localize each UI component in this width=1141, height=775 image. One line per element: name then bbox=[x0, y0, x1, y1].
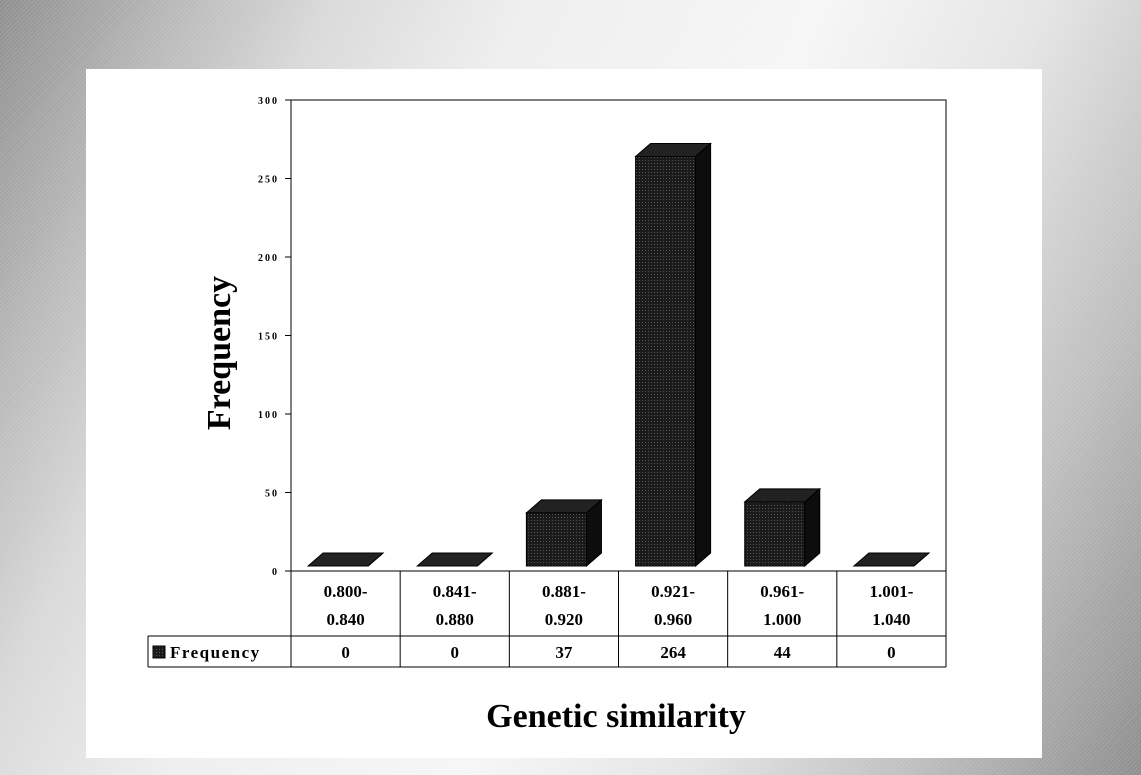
bar-side bbox=[913, 552, 930, 567]
bar bbox=[852, 552, 931, 567]
bar bbox=[743, 487, 822, 568]
bar bbox=[634, 142, 712, 568]
x-tick-label: 0.881- bbox=[542, 582, 586, 601]
x-axis-label: Genetic similarity bbox=[486, 698, 746, 735]
bar-front bbox=[525, 512, 587, 567]
y-tick-label: 0 bbox=[272, 567, 279, 578]
bar-side bbox=[476, 552, 493, 567]
bar-top bbox=[852, 552, 931, 567]
data-label: 0 bbox=[341, 643, 350, 662]
data-table: 0.800- 0.840 0 0.841- 0.880 0 0.881- 0.920 37 0.9… bbox=[147, 571, 947, 668]
bar-side bbox=[804, 487, 821, 568]
bar bbox=[525, 498, 603, 568]
x-tick-label: 1.001- bbox=[869, 582, 913, 601]
y-tick-label: 50 bbox=[265, 489, 279, 500]
y-axis-label: Frequency bbox=[201, 276, 238, 430]
x-tick-label: 0.961- bbox=[760, 582, 804, 601]
x-tick-label: 0.921- bbox=[651, 582, 695, 601]
bar-top bbox=[415, 552, 494, 567]
bars bbox=[306, 142, 931, 568]
x-tick-label: 0.960 bbox=[654, 610, 692, 629]
legend-swatch bbox=[152, 645, 166, 659]
data-label: 44 bbox=[774, 643, 792, 662]
y-tick-label: 100 bbox=[258, 410, 279, 421]
bar-front bbox=[744, 501, 806, 567]
legend-label: Frequency bbox=[170, 643, 261, 662]
bar-side bbox=[367, 552, 384, 567]
bar bbox=[415, 552, 494, 567]
x-tick-label: 0.880 bbox=[436, 610, 474, 629]
bar-side bbox=[585, 498, 602, 568]
y-tick-label: 150 bbox=[258, 332, 279, 343]
bar-top bbox=[306, 552, 385, 567]
bar-front bbox=[635, 156, 697, 567]
data-label: 0 bbox=[451, 643, 460, 662]
bar-side bbox=[695, 142, 712, 568]
x-tick-label: 0.841- bbox=[433, 582, 477, 601]
x-tick-label: 0.840 bbox=[326, 610, 364, 629]
chart-panel: 0 50 100 150 200 250 300 0.800- 0.840 0 0.841- 0.8… bbox=[86, 69, 1042, 758]
x-tick-label: 1.000 bbox=[763, 610, 801, 629]
y-tick-label: 300 bbox=[258, 96, 279, 107]
x-tick-label: 1.040 bbox=[872, 610, 910, 629]
y-tick-label: 200 bbox=[258, 253, 279, 264]
data-label: 37 bbox=[555, 643, 573, 662]
y-tick-label: 250 bbox=[258, 175, 279, 186]
x-tick-label: 0.800- bbox=[324, 582, 368, 601]
axes: 0 50 100 150 200 250 300 bbox=[258, 96, 947, 578]
x-tick-label: 0.920 bbox=[545, 610, 583, 629]
data-label: 0 bbox=[887, 643, 896, 662]
bar bbox=[306, 552, 385, 567]
data-label: 264 bbox=[660, 643, 686, 662]
plot-area bbox=[290, 99, 947, 572]
